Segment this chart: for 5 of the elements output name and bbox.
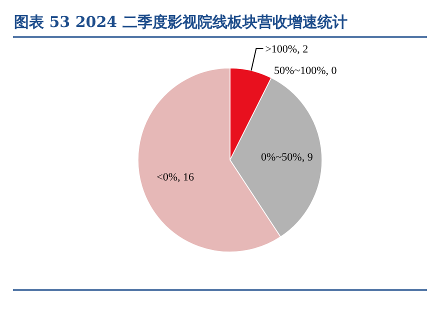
slice-label: <0%, 16 [156,171,195,184]
slice-label: 0%~50%, 9 [261,152,314,164]
category-label: 50%~100%, 0 [274,65,337,77]
chart-title: 图表 53 2024 二季度影视院线板块营收增速统计 [14,13,348,31]
slice-label: >100%, 2 [265,43,308,56]
